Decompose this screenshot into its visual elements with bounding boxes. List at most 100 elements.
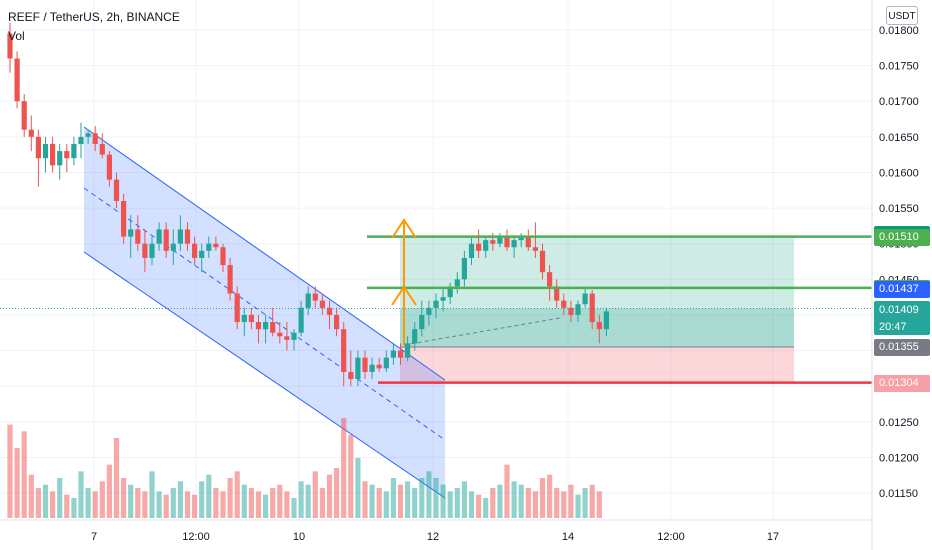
volume-bar (532, 491, 538, 518)
candle-body (270, 322, 276, 333)
volume-bar (561, 491, 567, 518)
volume-bar (575, 494, 581, 518)
volume-bar (397, 484, 404, 518)
volume-bar (35, 488, 41, 518)
volume-bar (142, 491, 148, 518)
volume-bar (390, 478, 396, 518)
candle-body (483, 240, 489, 251)
candle-body (142, 243, 148, 258)
candle-body (241, 314, 247, 323)
volume-bar (163, 494, 169, 518)
time-tick-label: 12 (427, 531, 439, 543)
candle-body (397, 350, 404, 358)
candle-body (376, 364, 382, 369)
volume-bar (369, 484, 375, 518)
candle-body (149, 243, 155, 258)
volume-indicator-label: Vol (8, 29, 25, 43)
candle-body (156, 229, 162, 244)
candle-body (504, 236, 510, 248)
time-axis: 7 12:00 10 12 14 12:00 17 (0, 519, 872, 543)
volume-bar (199, 481, 205, 518)
volume-bar (206, 474, 212, 518)
price-tag-value: 0.01409 (879, 303, 919, 316)
volume-bar (7, 424, 13, 518)
price-tick-label: 0.01750 (879, 61, 919, 73)
volume-bar (476, 494, 482, 518)
candle-body (440, 297, 446, 301)
price-tag: 0.01304 (874, 375, 930, 393)
candle-body (419, 314, 425, 330)
volume-bar (50, 491, 56, 518)
volume-bar (99, 481, 105, 518)
volume-bar (539, 478, 546, 518)
candle-body (603, 311, 609, 330)
volume-bar (227, 478, 233, 518)
candle-body (568, 307, 574, 315)
candle-body (255, 322, 262, 330)
candle-body (42, 143, 49, 159)
candle-body (383, 357, 389, 369)
volume-bar (497, 484, 503, 518)
volume-bar (14, 448, 20, 518)
volume-bar (440, 484, 446, 518)
volume-bar (121, 478, 127, 518)
volume-bar (412, 488, 418, 518)
price-tag: 0.01409 20:47 (874, 300, 930, 335)
candle-body (447, 286, 453, 298)
volume-bar (312, 471, 318, 518)
candlesticks (7, 22, 609, 387)
time-tick-label: 17 (767, 531, 779, 543)
volume-bar (241, 484, 247, 518)
time-tick-label: 7 (91, 531, 97, 543)
candle-body (7, 33, 13, 59)
candle-body (412, 329, 418, 344)
volume-bar (135, 488, 141, 518)
candle-body (490, 240, 496, 244)
currency-button[interactable]: USDT (886, 6, 918, 25)
price-axis-bg (872, 0, 932, 550)
candle-body (248, 314, 254, 323)
volume-bar (270, 488, 276, 518)
volume-bar (42, 484, 49, 518)
volume-bar (568, 484, 574, 518)
candle-body (177, 229, 183, 244)
chart-annotations (0, 218, 872, 384)
candle-body (163, 229, 169, 251)
time-tick-label: 10 (293, 531, 305, 543)
volume-bar (234, 471, 240, 518)
candle-body (284, 336, 290, 340)
candle-body (263, 322, 269, 330)
volume-bar (596, 491, 602, 518)
trend-line (403, 317, 561, 346)
candle-body (121, 200, 127, 237)
candle-body (476, 243, 482, 251)
position-zones (400, 236, 794, 383)
candle-body (326, 307, 333, 315)
candle-body (99, 143, 105, 155)
volume-bar (213, 488, 219, 518)
candle-body (213, 243, 219, 248)
candle-body (355, 357, 361, 380)
candle-body (14, 58, 20, 102)
volume-bar (28, 474, 34, 518)
volume-bar (483, 498, 489, 518)
candle-body (128, 229, 134, 237)
candle-body (589, 293, 595, 323)
candle-body (277, 332, 283, 337)
channel-fill (84, 127, 445, 498)
channel-mid-line (83, 187, 446, 441)
candle-body (291, 332, 297, 340)
volume-bar (170, 488, 176, 518)
volume-bar (156, 491, 162, 518)
candle-body (184, 229, 191, 244)
price-tick-label: 0.01200 (879, 452, 919, 464)
volume-bar (547, 474, 553, 518)
price-tick-label: 0.01150 (879, 488, 918, 500)
candle-body (582, 293, 588, 305)
volume-bar (71, 498, 77, 518)
candle-body (298, 307, 304, 333)
candle-body (525, 236, 531, 248)
volume-bar (184, 491, 191, 518)
price-tick-label: 0.01700 (879, 96, 919, 108)
